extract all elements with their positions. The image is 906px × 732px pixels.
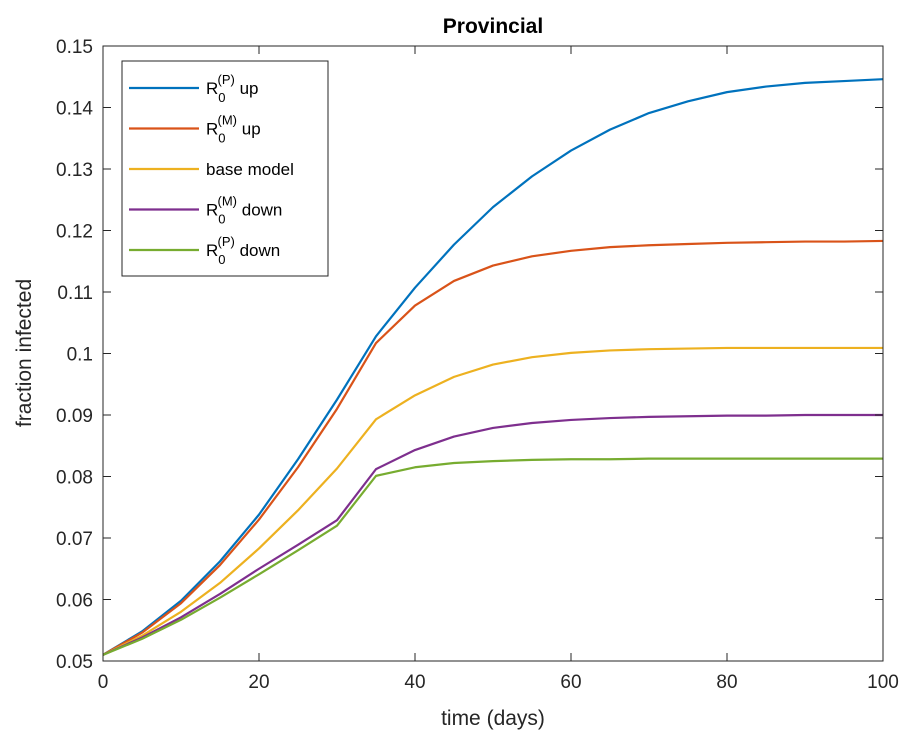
legend-label-2: R0(M) up bbox=[206, 113, 261, 146]
legend-label-1: R0(P) up bbox=[206, 72, 259, 105]
y-tick-label: 0.1 bbox=[67, 345, 93, 366]
y-axis-label: fraction infected bbox=[13, 279, 36, 427]
y-tick-label: 0.13 bbox=[56, 160, 93, 181]
series-line-2 bbox=[102, 239, 884, 656]
series-layer bbox=[102, 78, 884, 656]
chart-title: Provincial bbox=[443, 15, 543, 38]
legend-label-4: R0(M) down bbox=[206, 194, 282, 227]
axes-layer: 0 20 40 60 80 100 0.05 0.06 0.07 0.08 0.09 0.1 0.11 0… bbox=[56, 37, 899, 693]
x-tick-label: 0 bbox=[98, 672, 109, 693]
series-line-3 bbox=[102, 346, 883, 656]
y-tick-label: 0.09 bbox=[56, 406, 93, 427]
series-line-1 bbox=[102, 78, 884, 656]
y-tick-label: 0.07 bbox=[56, 529, 93, 550]
legend-label-3: base model bbox=[206, 160, 294, 179]
x-tick-label: 40 bbox=[404, 672, 425, 693]
x-tick-label: 60 bbox=[560, 672, 581, 693]
series-line-5 bbox=[102, 457, 883, 656]
y-tick-label: 0.12 bbox=[56, 222, 93, 243]
x-tick-label: 80 bbox=[716, 672, 737, 693]
y-tick-label: 0.14 bbox=[56, 99, 93, 120]
x-tick-label: 100 bbox=[867, 672, 899, 693]
series-line-4 bbox=[102, 413, 883, 656]
legend: R0(P) up R0(M) up base model R0(M) down R0(P… bbox=[121, 60, 329, 277]
x-tick-label: 20 bbox=[248, 672, 269, 693]
y-tick-label: 0.08 bbox=[56, 468, 93, 489]
y-tick-label: 0.15 bbox=[56, 37, 93, 58]
y-tick-label: 0.05 bbox=[56, 652, 93, 673]
x-axis-label: time (days) bbox=[441, 707, 545, 730]
legend-label-5: R0(P) down bbox=[206, 234, 280, 267]
y-tick-label: 0.11 bbox=[57, 283, 93, 304]
y-tick-label: 0.06 bbox=[56, 591, 93, 612]
